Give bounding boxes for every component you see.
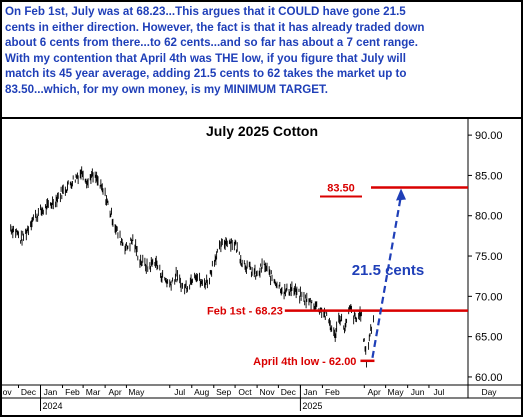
x-tick-label: Oct	[238, 387, 252, 397]
x-tick-label: May	[388, 387, 405, 397]
commentary-text: On Feb 1st, July was at 68.23...This arg…	[5, 5, 425, 96]
y-tick-label: 80.00	[475, 211, 503, 223]
x-tick-label: ov	[3, 387, 13, 397]
y-tick-label: 65.00	[475, 332, 503, 344]
feb-label: Feb 1st - 68.23	[207, 306, 283, 318]
year-label: 2024	[43, 401, 63, 411]
y-tick-label: 75.00	[475, 251, 503, 263]
cents-label: 21.5 cents	[352, 262, 425, 279]
x-tick-label: Dec	[281, 387, 297, 397]
y-tick-label: 85.00	[475, 170, 503, 182]
x-tick-label: Jan	[303, 387, 317, 397]
y-tick-label: 90.00	[475, 130, 503, 142]
target-label: 83.50	[327, 183, 355, 195]
x-tick-label: Aug	[194, 387, 209, 397]
projection-arrow-line	[371, 195, 403, 359]
x-tick-label: Jan	[44, 387, 58, 397]
projection-arrow-head	[396, 188, 406, 201]
year-label: 2025	[302, 401, 322, 411]
chart-title: July 2025 Cotton	[206, 123, 318, 139]
x-tick-label: Feb	[325, 387, 340, 397]
x-tick-label: Feb	[65, 387, 80, 397]
y-tick-label: 70.00	[475, 291, 503, 303]
x-tick-label: Jul	[433, 387, 444, 397]
feb-label-bg	[205, 304, 285, 319]
x-tick-label: Sep	[216, 387, 231, 397]
x-tick-label: Dec	[21, 387, 37, 397]
x-tick-label: Jun	[411, 387, 425, 397]
x-tick-label: Apr	[368, 387, 381, 397]
april-low-label: April 4th low - 62.00	[253, 356, 356, 368]
x-tick-label: Apr	[108, 387, 121, 397]
x-tick-label: Nov	[259, 387, 275, 397]
x-tick-label: Day	[481, 387, 497, 397]
x-tick-label: May	[128, 387, 145, 397]
y-tick-label: 60.00	[475, 372, 503, 384]
x-tick-label: Mar	[86, 387, 101, 397]
x-tick-label: Jul	[174, 387, 185, 397]
